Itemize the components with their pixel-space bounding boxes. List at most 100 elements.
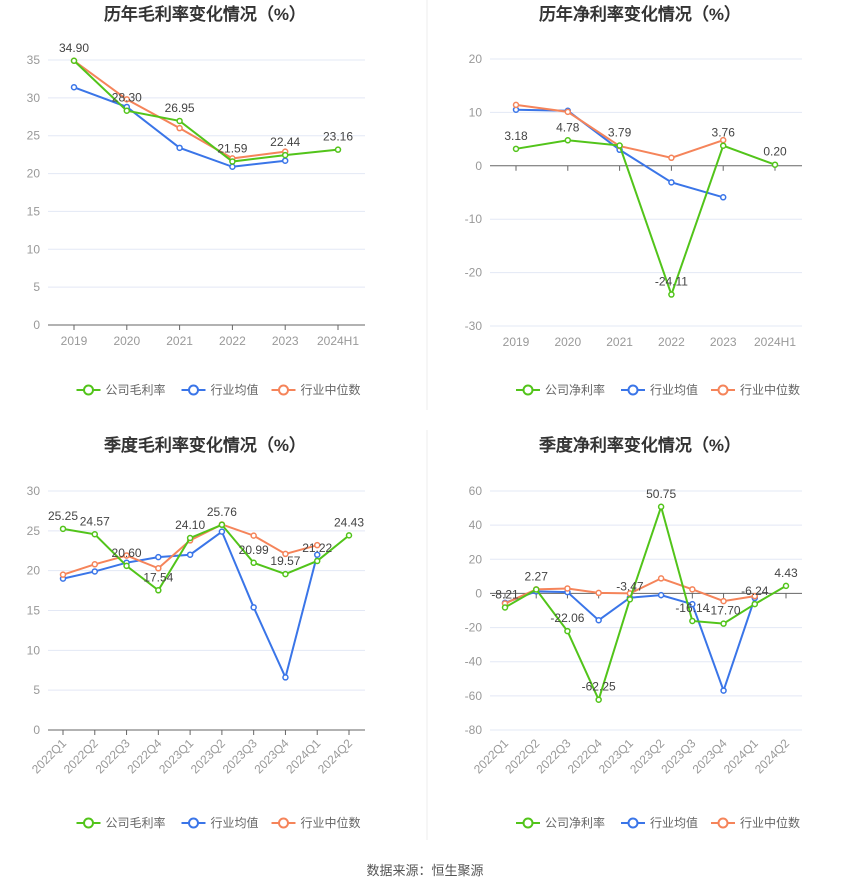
data-point-company	[782, 582, 790, 590]
data-point-company	[771, 161, 779, 168]
data-label: 4.43	[774, 566, 798, 580]
legend-marker-icon	[83, 384, 94, 396]
legend-item-avg[interactable]: 行业均值	[181, 815, 259, 830]
legend-label: 行业中位数	[740, 815, 800, 830]
data-point-avg	[313, 551, 321, 558]
chart-title: 季度净利率变化情况（%）	[539, 435, 741, 455]
data-point-avg	[281, 157, 289, 164]
data-point-avg	[176, 144, 183, 152]
data-label: 20.99	[239, 543, 269, 557]
data-point-company	[345, 532, 353, 539]
legend-label: 行业均值	[650, 382, 698, 397]
data-point-company	[720, 620, 727, 627]
legend-label: 行业均值	[211, 815, 259, 830]
data-point-avg	[595, 616, 602, 624]
y-tick-label: 40	[469, 518, 483, 532]
x-tick-label: 2019	[61, 334, 88, 348]
legend-item-company[interactable]: 公司净利率	[516, 815, 605, 830]
data-point-company	[186, 534, 194, 542]
y-tick-label: -80	[465, 723, 483, 737]
data-label: 26.95	[165, 101, 195, 115]
data-point-median	[313, 541, 321, 549]
data-label: 3.18	[504, 129, 528, 143]
x-tick-label: 2023	[710, 335, 737, 349]
x-tick-label: 2022	[658, 335, 685, 349]
x-tick-label: 2023	[272, 334, 299, 348]
legend-item-median[interactable]: 行业中位数	[271, 382, 361, 397]
legend-marker-icon	[627, 384, 639, 396]
y-tick-label: 15	[27, 604, 41, 618]
chart-2: 历年净利率变化情况（%） -30 -20 -10 0 10 20 2019 2020 2021 20…	[465, 4, 802, 397]
data-label: 2.27	[525, 570, 549, 584]
legend-item-median[interactable]: 行业中位数	[711, 815, 800, 830]
y-tick-label: 35	[27, 53, 41, 67]
data-label: -8.21	[491, 587, 519, 601]
legend-marker-icon	[522, 817, 534, 829]
data-label: 24.10	[175, 518, 205, 532]
data-point-median	[59, 571, 67, 578]
data-label: -24.11	[655, 275, 688, 289]
legend-marker-icon	[717, 384, 729, 396]
data-point-median	[250, 532, 257, 539]
data-point-company	[564, 137, 572, 144]
legend-label: 行业均值	[650, 815, 698, 830]
legend-item-company[interactable]: 公司净利率	[516, 382, 605, 397]
y-tick-label: 30	[27, 484, 41, 498]
data-label: 22.44	[270, 135, 300, 149]
series-line-company	[73, 60, 339, 163]
legend-marker-icon	[522, 384, 534, 396]
data-point-avg	[186, 551, 194, 558]
legend-item-avg[interactable]: 行业均值	[181, 382, 259, 397]
data-point-avg	[250, 604, 257, 611]
data-point-company	[512, 145, 520, 153]
x-tick-label: 2019	[503, 335, 530, 349]
y-tick-label: 0	[475, 586, 482, 600]
legend-item-median[interactable]: 行业中位数	[271, 815, 361, 830]
data-point-company	[155, 587, 162, 594]
legend-item-median[interactable]: 行业中位数	[711, 382, 800, 397]
data-point-median	[176, 124, 183, 132]
y-tick-label: 20	[469, 552, 483, 566]
data-point-company	[123, 562, 130, 570]
y-tick-label: 60	[469, 484, 483, 498]
legend-label: 公司净利率	[545, 382, 605, 397]
legend-item-avg[interactable]: 行业均值	[621, 815, 698, 830]
y-tick-label: 5	[33, 683, 40, 697]
legend-label: 公司毛利率	[106, 382, 166, 397]
legend-item-company[interactable]: 公司毛利率	[76, 382, 166, 397]
data-point-avg	[719, 194, 727, 201]
data-label: 17.54	[143, 570, 173, 584]
x-tick-label: 2020	[113, 334, 140, 348]
y-tick-label: 10	[27, 242, 41, 256]
series-line-company	[504, 503, 787, 703]
y-tick-label: 25	[27, 524, 41, 538]
x-tick-label: 2021	[606, 335, 633, 349]
legend-marker-icon	[278, 384, 289, 396]
data-label: 28.30	[112, 91, 142, 105]
chart-3: 季度毛利率变化情况（%）0510152025302022Q12022Q22022…	[27, 435, 365, 830]
data-point-median	[155, 565, 162, 572]
y-tick-label: -20	[465, 266, 483, 280]
data-point-avg	[155, 553, 162, 561]
data-label: 19.57	[270, 554, 300, 568]
legend-marker-icon	[278, 817, 289, 829]
y-tick-label: 20	[27, 167, 41, 181]
y-tick-label: -60	[465, 689, 483, 703]
y-tick-label: -30	[465, 319, 483, 333]
y-tick-label: 15	[27, 204, 41, 218]
legend-marker-icon	[83, 817, 94, 829]
legend-marker-icon	[627, 817, 639, 829]
legend-marker-icon	[717, 817, 729, 829]
legend-item-company[interactable]: 公司毛利率	[76, 815, 166, 830]
data-point-company	[91, 531, 99, 538]
data-point-company	[657, 503, 665, 511]
legend-item-avg[interactable]: 行业均值	[621, 382, 698, 397]
data-point-company	[59, 525, 67, 533]
series-line-company	[62, 523, 350, 592]
data-point-company	[501, 604, 509, 611]
data-point-company	[218, 521, 226, 529]
data-point-company	[719, 142, 727, 149]
data-label: 24.57	[80, 514, 110, 528]
legend: 公司净利率 行业均值 行业中位数	[516, 815, 800, 830]
